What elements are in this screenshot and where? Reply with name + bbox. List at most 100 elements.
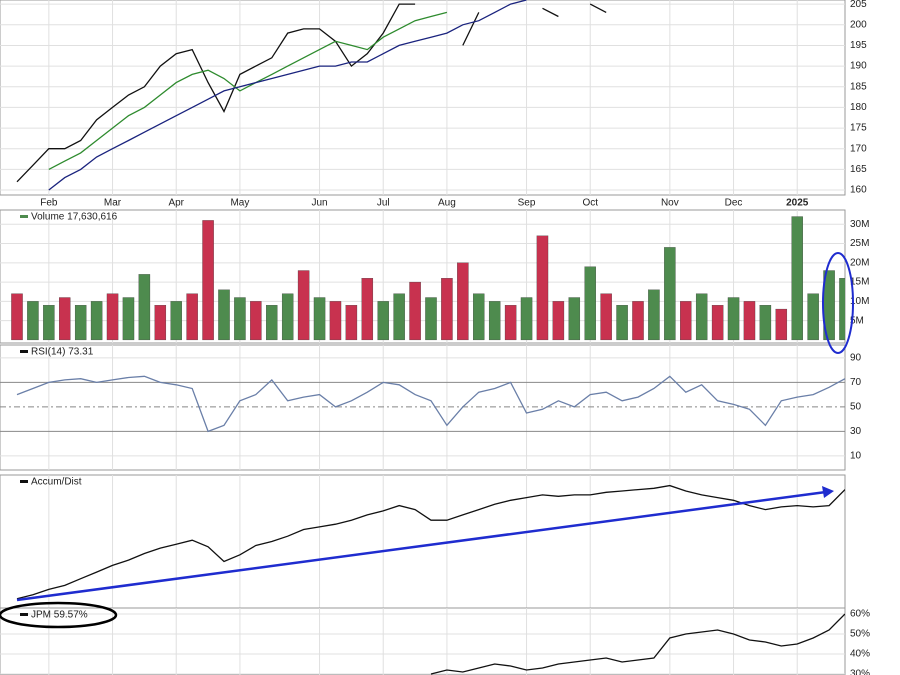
x-tick-label: Feb <box>40 198 58 209</box>
x-tick-label: Mar <box>104 198 122 209</box>
plot <box>16 0 607 191</box>
volume-bar <box>488 301 501 341</box>
series-line <box>48 0 527 191</box>
y-tick-label: 25M <box>850 238 869 249</box>
volume-bar <box>250 301 262 341</box>
volume-bar <box>584 266 596 341</box>
y-tick-label: 30% <box>850 669 870 675</box>
panels: 160 165 170 175 180 185 190 195 200 205 5M 10M 15M 20… <box>0 0 870 675</box>
volume-bar <box>90 301 103 341</box>
series-line <box>16 375 845 433</box>
volume-bar <box>839 278 845 341</box>
panel-frame <box>0 344 846 471</box>
volume-bar <box>43 305 55 341</box>
series-line <box>430 613 845 675</box>
panel-title: RSI(14) 73.31 <box>31 347 94 358</box>
y-tick-label: 180 <box>850 102 867 113</box>
y-tick-label: 90 <box>850 353 862 364</box>
jpm-highlight <box>0 601 118 629</box>
volume-bar <box>106 293 119 341</box>
series-line <box>16 484 845 600</box>
y-tick-label: 60% <box>850 609 870 620</box>
panel-frame <box>0 474 846 609</box>
volume-bar <box>616 305 628 341</box>
volume-bar <box>759 305 772 341</box>
volume-bar <box>27 301 39 341</box>
volume-bar <box>680 301 692 341</box>
volume-bar <box>138 274 151 341</box>
x-tick-label: Dec <box>725 198 743 209</box>
y-tick-label: 50% <box>850 629 870 640</box>
volume-bar <box>361 278 374 341</box>
legend-swatch <box>20 480 28 483</box>
y-tick-label: 30M <box>850 219 869 230</box>
volume-bar <box>11 293 23 341</box>
volume-bar <box>600 293 612 341</box>
plot <box>16 484 845 600</box>
volume-bar <box>266 305 278 341</box>
y-tick-label: 200 <box>850 19 867 30</box>
x-tick-label: 2025 <box>786 198 809 209</box>
volume-bar <box>234 297 246 341</box>
volume-bar <box>711 305 724 341</box>
volume-bar <box>536 235 549 341</box>
panel-title: JPM 59.57% <box>31 610 88 621</box>
volume-bar <box>568 297 581 341</box>
x-tick-label: Aug <box>438 198 456 209</box>
volume-bar <box>59 297 71 341</box>
volume-bar <box>74 305 87 341</box>
arrow-head <box>822 486 834 498</box>
volume-bar <box>202 220 214 341</box>
legend-swatch <box>20 215 28 218</box>
plot <box>16 375 845 433</box>
volume-bar <box>441 278 453 341</box>
volume-bar <box>504 305 517 341</box>
volume-bar <box>520 297 533 341</box>
y-tick-label: 165 <box>850 164 867 175</box>
y-tick-label: 50 <box>850 402 862 413</box>
y-tick-label: 20M <box>850 257 869 268</box>
x-tick-label: Jun <box>311 198 327 209</box>
y-tick-label: 185 <box>850 81 867 92</box>
volume-bar <box>664 247 676 341</box>
trend-arrow <box>16 490 827 602</box>
x-tick-label: Oct <box>582 198 598 209</box>
x-tick-label: Apr <box>168 198 184 209</box>
volume-bar <box>154 305 167 341</box>
volume-bar <box>425 297 437 341</box>
plot <box>11 216 845 341</box>
volume-bar <box>170 301 182 341</box>
volume-bar <box>329 301 342 341</box>
volume-bar <box>393 293 405 341</box>
y-tick-label: 40% <box>850 649 870 660</box>
panel-title: Accum/Dist <box>31 477 82 488</box>
y-tick-label: 205 <box>850 0 867 10</box>
volume-bar <box>345 305 358 341</box>
volume-bar <box>377 301 389 341</box>
volume-bar <box>473 293 485 341</box>
volume-bar <box>281 293 294 341</box>
volume-bar <box>695 293 708 341</box>
volume-bar <box>457 262 469 341</box>
legend-swatch <box>20 613 28 616</box>
series-line <box>48 11 448 170</box>
y-tick-label: 5M <box>850 315 864 326</box>
volume-bar <box>409 281 421 341</box>
volume-highlight <box>822 252 854 354</box>
volume-bar <box>775 308 788 341</box>
volume-bar <box>552 301 565 341</box>
volume-bar <box>122 297 135 341</box>
y-tick-label: 195 <box>850 40 867 51</box>
volume-bar <box>186 293 198 341</box>
y-tick-label: 15M <box>850 277 869 288</box>
y-tick-label: 30 <box>850 426 862 437</box>
x-tick-label: Sep <box>518 198 536 209</box>
y-tick-label: 10 <box>850 451 862 462</box>
y-tick-label: 70 <box>850 377 862 388</box>
x-tick-label: May <box>230 198 249 209</box>
panel-frame <box>0 607 846 675</box>
panel-title: Volume 17,630,616 <box>31 212 118 223</box>
volume-bar <box>807 293 819 341</box>
volume-bar <box>727 297 740 341</box>
